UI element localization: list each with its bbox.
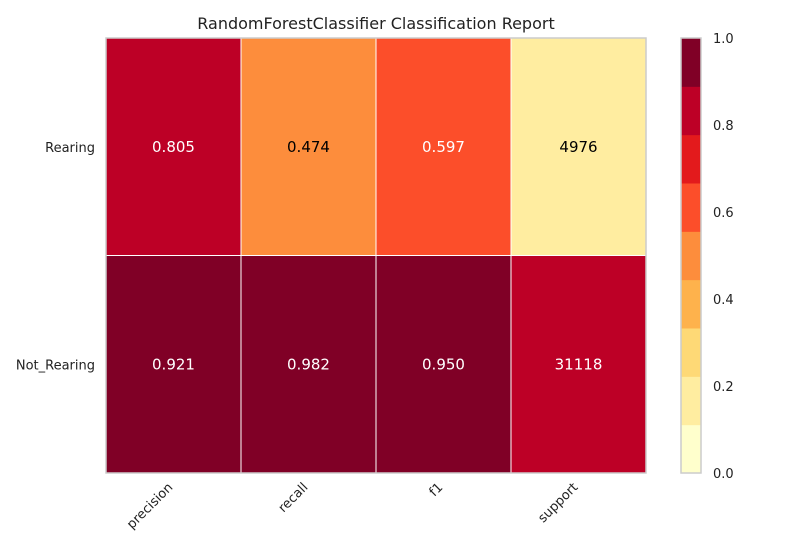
- column-label-f1: f1: [427, 480, 447, 500]
- row-label-not_rearing: Not_Rearing: [16, 358, 95, 373]
- colorbar: 0.0 0.2 0.4 0.6 0.8 1.0: [680, 32, 734, 482]
- colorbar-tick-label: 0.4: [713, 293, 734, 308]
- heatmap-cell-rearing-recall: [240, 37, 377, 256]
- column-label-support: support: [535, 480, 581, 526]
- row-label-rearing: Rearing: [45, 141, 95, 156]
- column-label-precision: precision: [124, 480, 176, 532]
- colorbar-segment: [681, 183, 701, 232]
- cell-value-label: 31118: [555, 355, 603, 373]
- colorbar-tick-label: 1.0: [713, 32, 734, 47]
- heatmap-cell-not_rearing-f1: [375, 255, 512, 474]
- cell-value-label: 0.921: [152, 355, 195, 373]
- colorbar-segment: [681, 134, 701, 184]
- cell-value-label: 0.474: [287, 138, 330, 156]
- colorbar-segment: [681, 231, 701, 281]
- heatmap-cell-not_rearing-recall: [240, 255, 377, 474]
- cell-value-label: 0.982: [287, 355, 330, 373]
- colorbar-segment: [681, 424, 701, 474]
- heatmap-cell-not_rearing-precision: [105, 255, 242, 474]
- cell-value-label: 0.597: [422, 138, 465, 156]
- plot-frame: [105, 37, 647, 474]
- colorbar-segment: [681, 279, 701, 329]
- column-label-recall: recall: [276, 480, 312, 516]
- cell-value-label: 0.950: [422, 355, 465, 373]
- heatmap-cell-not_rearing-support: [510, 255, 647, 474]
- colorbar-segment: [681, 38, 701, 87]
- cell-value-label: 4976: [559, 138, 597, 156]
- colorbar-segment: [681, 328, 701, 377]
- colorbar-tick-label: 0.6: [713, 206, 734, 221]
- colorbar-tick-label: 0.2: [713, 380, 734, 395]
- heatmap-cell-rearing-precision: [105, 37, 242, 256]
- heatmap-cell-rearing-support: [510, 37, 647, 256]
- cell-value-label: 0.805: [152, 138, 195, 156]
- chart-title: RandomForestClassifier Classification Re…: [197, 14, 554, 33]
- colorbar-tick-label: 0.0: [713, 467, 734, 482]
- colorbar-frame: [680, 37, 702, 474]
- colorbar-tick-label: 0.8: [713, 119, 734, 134]
- colorbar-segment: [681, 86, 701, 136]
- colorbar-segment: [681, 376, 701, 426]
